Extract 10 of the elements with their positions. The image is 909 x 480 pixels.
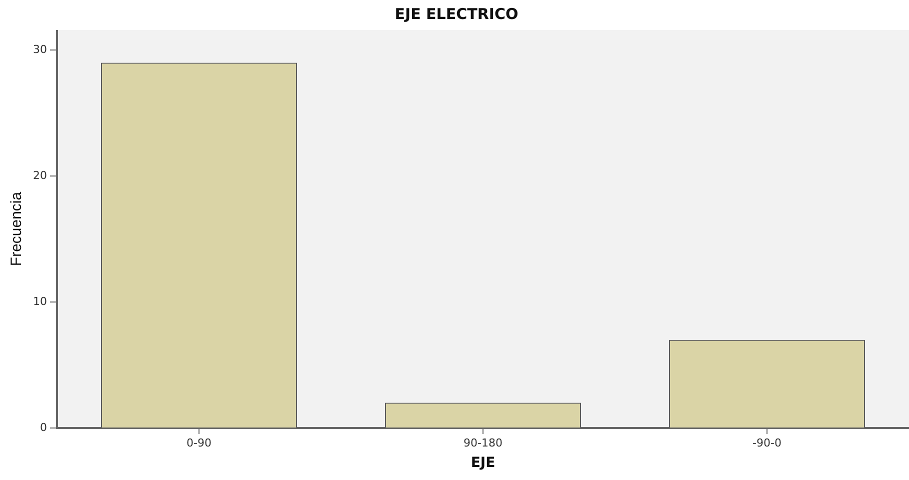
y-tick-label: 0 xyxy=(40,420,47,434)
y-axis-title: Frecuencia xyxy=(8,191,26,266)
y-tick-label: 20 xyxy=(32,168,47,182)
chart-title: EJE ELECTRICO xyxy=(394,4,518,23)
x-tick-label: -90-0 xyxy=(752,436,782,450)
x-axis-title: EJE xyxy=(470,455,496,472)
x-tick-label: 90-180 xyxy=(464,436,502,450)
y-tick-label: 10 xyxy=(32,294,47,308)
x-tick-label: 0-90 xyxy=(186,436,212,450)
y-tick-label: 30 xyxy=(32,43,47,56)
